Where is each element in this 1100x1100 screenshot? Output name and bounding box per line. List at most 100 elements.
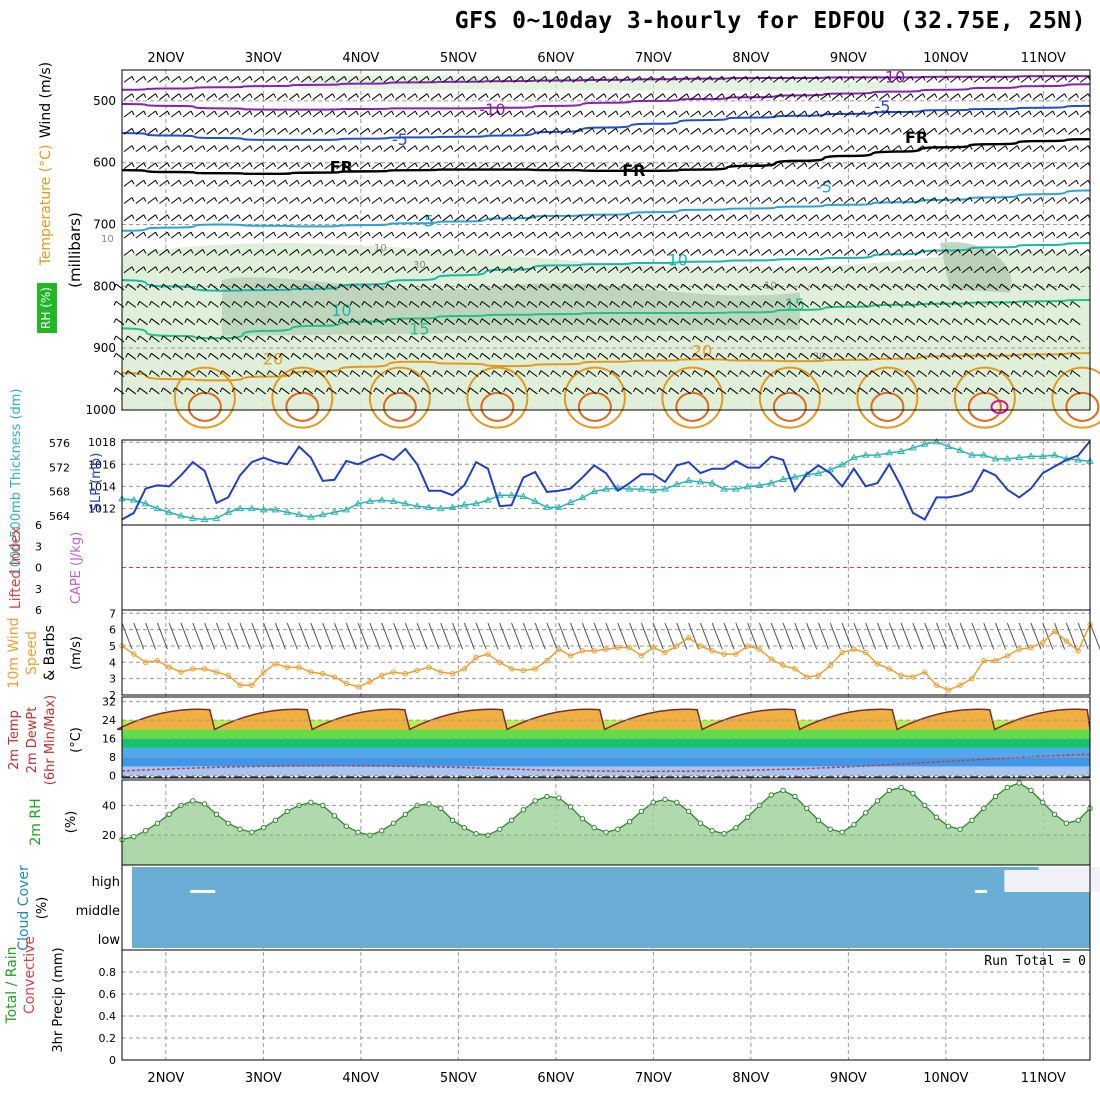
wind-barb (989, 335, 998, 343)
wind-barb-flag (786, 370, 790, 375)
wind-barb (713, 75, 723, 83)
wind-barb-flag (910, 179, 914, 185)
wind-barb (1020, 162, 1030, 170)
wind-barb-flag (1052, 231, 1056, 237)
wind-barb (820, 197, 829, 204)
wind-barb (784, 197, 794, 204)
wind-barb (1036, 318, 1046, 326)
wind-barb-flag (497, 93, 501, 98)
wind-barb (407, 266, 416, 274)
wind-barb (635, 318, 644, 326)
wind-barb-flag (491, 335, 495, 341)
wind-barb-flag (467, 353, 471, 358)
wind-barb (572, 127, 581, 135)
wind-barb (820, 249, 829, 256)
wind-speed-point (461, 666, 468, 672)
wind-speed-point (969, 675, 975, 682)
wind-barb (123, 231, 133, 239)
wind-barb-flag (414, 145, 418, 150)
wind-barb-flag (408, 283, 412, 289)
wind-barb (324, 145, 333, 153)
wind-barb-flag (585, 301, 589, 306)
wind-barb (725, 214, 735, 222)
wind-barb (375, 335, 385, 343)
wind-barb-flag (875, 76, 879, 81)
wind-barb-flag (1022, 353, 1026, 358)
wind-barb (847, 370, 857, 378)
wind-barb-flag (703, 353, 707, 358)
wind-barb-flag (196, 301, 200, 306)
wind-barb (938, 110, 947, 118)
wind-barb (280, 300, 290, 308)
wind-barb-flag (1034, 318, 1038, 323)
x-tick-label-top: 6NOV (537, 51, 574, 66)
wind-barb-flag (863, 214, 867, 220)
wind-barb-flag (939, 318, 943, 323)
wind-barb-flag (1040, 110, 1044, 116)
wind-barb-flag (332, 197, 336, 202)
wind-barb (395, 231, 404, 239)
wind-barb (371, 110, 381, 118)
wind-barb-flag (568, 162, 572, 168)
wind-barb (253, 197, 263, 204)
wind-barb (564, 335, 573, 343)
surface-wind-barb (652, 622, 664, 650)
wind-barb (454, 162, 463, 170)
wind-barb (221, 318, 231, 326)
wind-barb (761, 145, 770, 153)
wind-barb-flag (285, 214, 288, 220)
wind-barb-flag (721, 249, 725, 254)
wind-barb (666, 93, 676, 101)
wind-barb (162, 318, 172, 326)
rh-point (449, 817, 456, 823)
wind-barb-flag (532, 145, 536, 150)
rh-point (355, 829, 361, 835)
wind-barb (906, 318, 916, 326)
wind-barb-flag (934, 266, 938, 271)
wind-barb-flag (1064, 179, 1068, 185)
wind-barb-flag (296, 145, 300, 150)
warm-contour-inner (675, 391, 710, 422)
wind-barb (654, 110, 664, 118)
wind-barb-flag (497, 214, 501, 220)
wind-tick-label: 3 (109, 673, 116, 686)
wind-barb-flag (214, 162, 218, 168)
wind-barb (312, 231, 322, 239)
wind-barb (536, 145, 546, 153)
precip-tick-label: 0.2 (99, 1032, 117, 1045)
wind-barb-flag (650, 249, 654, 254)
wind-barb-flag (361, 370, 365, 375)
wind-barb-flag (332, 76, 336, 81)
wind-barb-flag (833, 301, 837, 306)
wind-barb-flag (414, 231, 418, 237)
warm-contour (368, 366, 431, 429)
wind-barb-flag (1034, 370, 1038, 375)
wind-barb (1044, 110, 1054, 118)
wind-barb (599, 387, 609, 395)
wind-barb (560, 110, 570, 118)
wind-barb-flag (1052, 93, 1056, 98)
rh-point (331, 813, 338, 819)
wind-barb-flag (420, 318, 424, 323)
wind-barb-flag (143, 110, 147, 116)
rh-point (142, 828, 149, 834)
wind-barb-flag (497, 179, 501, 185)
wind-barb (221, 352, 231, 360)
wind-barb-flag (320, 266, 324, 271)
wind-barb-flag (231, 283, 235, 289)
rh-point (638, 808, 645, 815)
wind-barb-flag (957, 214, 961, 220)
wind-barb (666, 249, 676, 256)
wind-barb (151, 318, 160, 326)
contour-label: 10 (668, 250, 688, 269)
wind-barb (631, 145, 640, 153)
wind-barb (607, 162, 617, 170)
contour-label: 10 (331, 301, 351, 320)
wind-barb-flag (627, 179, 631, 185)
wind-barb (812, 335, 821, 343)
wind-barb-flag (845, 335, 849, 341)
wind-barb (277, 93, 286, 101)
wind-barb-flag (573, 387, 577, 393)
wind-barb (796, 197, 806, 204)
wind-barb (961, 127, 971, 135)
